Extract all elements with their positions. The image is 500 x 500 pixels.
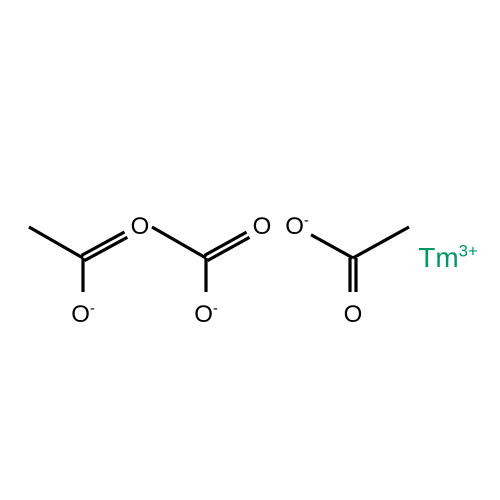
atom-symbol: O (253, 213, 272, 240)
atom-symbol: O (131, 213, 150, 240)
atom-symbol: O (71, 301, 90, 328)
atom-symbol: O (344, 301, 363, 328)
charge-superscript: - (213, 301, 218, 317)
oxygen-label: O- (194, 303, 217, 327)
atom-symbol: Tm (418, 242, 458, 273)
metal-cation-label: Tm3+ (418, 244, 478, 272)
oxygen-label: O (344, 303, 363, 327)
charge-superscript: - (304, 213, 309, 229)
charge-superscript: 3+ (459, 242, 478, 261)
atom-symbol: O (194, 301, 213, 328)
charge-superscript: - (90, 301, 95, 317)
oxygen-label: O (131, 215, 150, 239)
oxygen-label: O (253, 215, 272, 239)
atom-symbol: O (285, 213, 304, 240)
oxygen-label: O- (71, 303, 94, 327)
oxygen-label: O- (285, 215, 308, 239)
